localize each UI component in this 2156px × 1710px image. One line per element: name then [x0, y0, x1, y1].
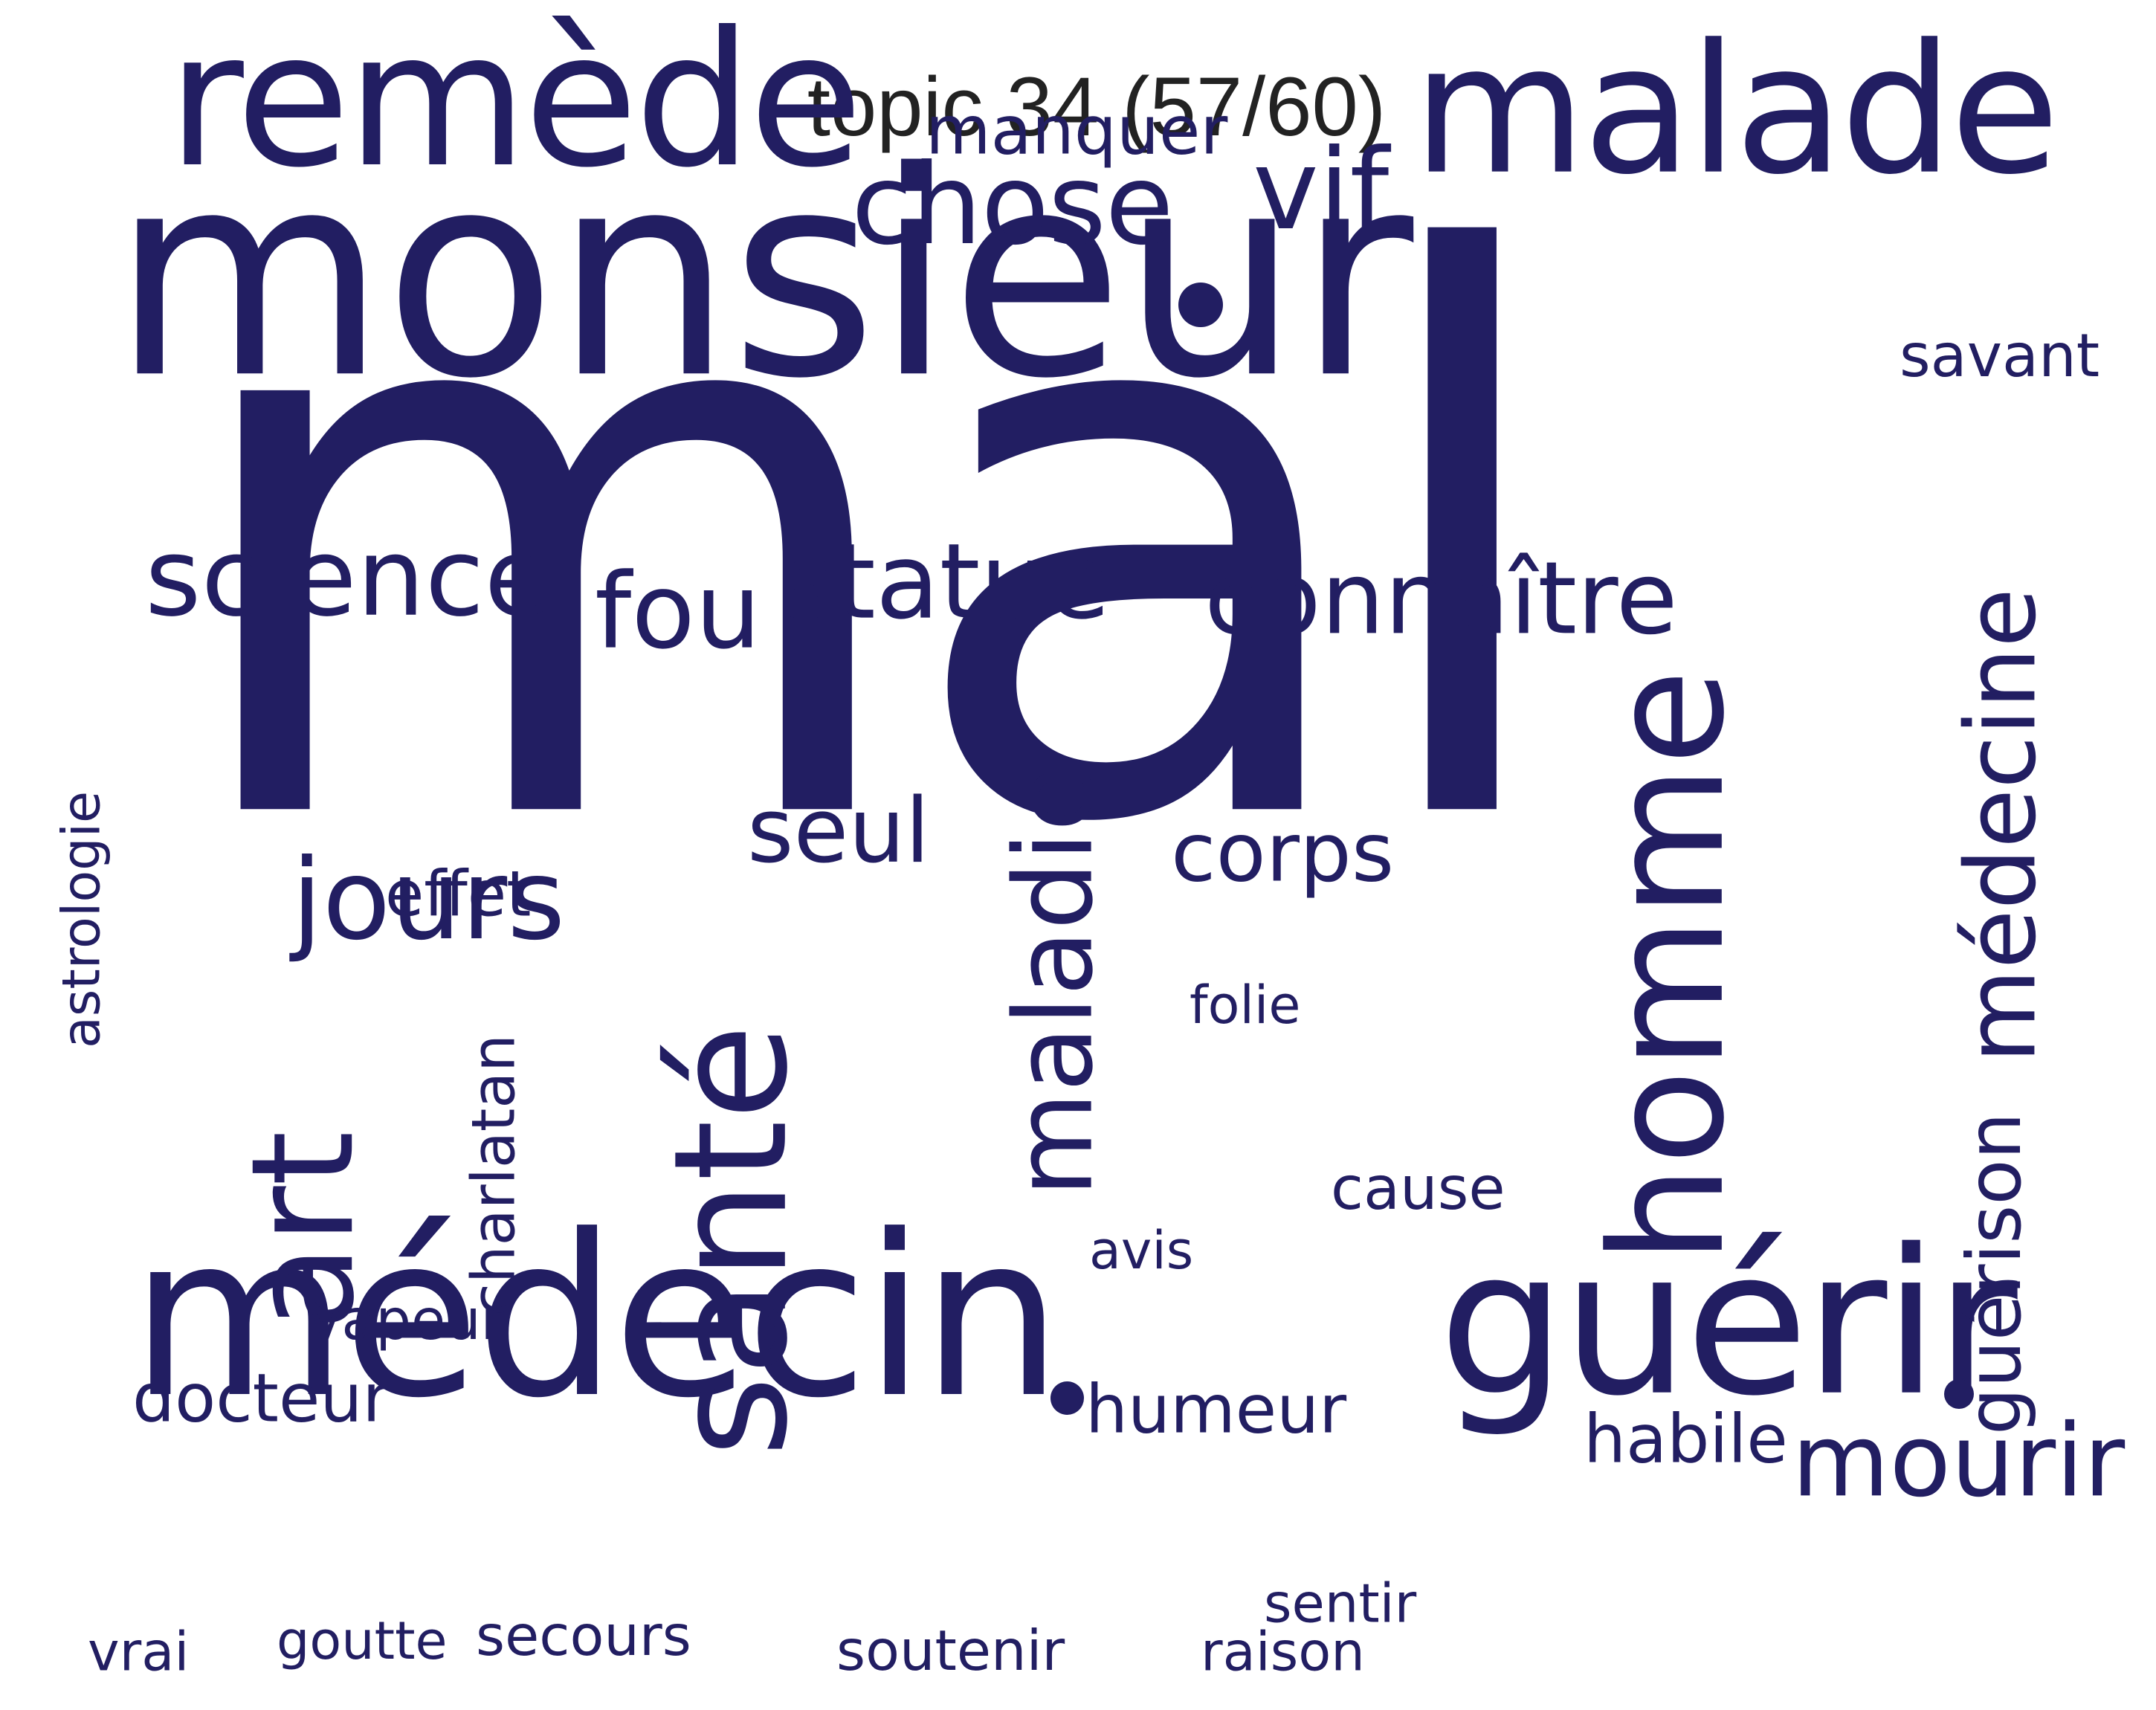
word-chose: chose [851, 141, 1174, 270]
word-dot: . [1944, 1379, 1974, 1409]
word-cause: cause [1331, 1154, 1505, 1224]
word-m-decine: médecine [1944, 587, 2058, 1063]
word-maladie: maladie [991, 765, 1117, 1197]
word-rem-de: remède [167, 0, 863, 208]
word-avis: avis [1089, 1219, 1194, 1281]
word-jours: jours [291, 836, 566, 965]
word-seul: seul [747, 779, 930, 883]
word-raison: raison [1201, 1620, 1365, 1683]
word-sant-: santé [639, 1024, 822, 1457]
word-corps: corps [1171, 804, 1395, 900]
word-astrologie: astrologie [51, 790, 112, 1048]
word-m-decin: médecin [130, 1187, 1062, 1447]
word-dot: . [1050, 1381, 1084, 1415]
word-humeur: humeur [1085, 1370, 1347, 1449]
word-soutenir: soutenir [836, 1618, 1065, 1683]
word-homme: homme [1576, 669, 1759, 1264]
word-vapeur: vapeur [309, 1287, 504, 1352]
word-charlatan: charlatan [459, 1034, 529, 1316]
word-vif: vif [1253, 126, 1390, 255]
word-sentir: sentir [1264, 1572, 1417, 1635]
word-manquer: manquer [926, 91, 1228, 170]
word-fou: fou [595, 551, 761, 673]
word-mal: mal [171, 98, 1568, 990]
word-folie: folie [1190, 974, 1301, 1036]
word-conna-tre: connaître [1204, 540, 1678, 657]
word-science: science [145, 514, 551, 641]
word-dot: . [1178, 283, 1223, 327]
word-statue: statue [781, 521, 1111, 643]
chart-title: topic 34 (57/60) [807, 60, 1387, 153]
word-docteur: docteur [132, 1359, 390, 1438]
word-habile: habile [1584, 1400, 1788, 1479]
word-malade: malade [1413, 5, 2060, 214]
word-vrai: vrai [88, 1620, 190, 1683]
word-mourir: mourir [1792, 1402, 2126, 1520]
word-gu-rir: guérir [1439, 1205, 2018, 1440]
word-effet: effet [385, 857, 532, 932]
word-savant: savant [1900, 321, 2100, 391]
word-goutte: goutte [277, 1610, 448, 1671]
word-secours: secours [476, 1603, 691, 1668]
word-monsieur: monsieur [112, 111, 1413, 441]
